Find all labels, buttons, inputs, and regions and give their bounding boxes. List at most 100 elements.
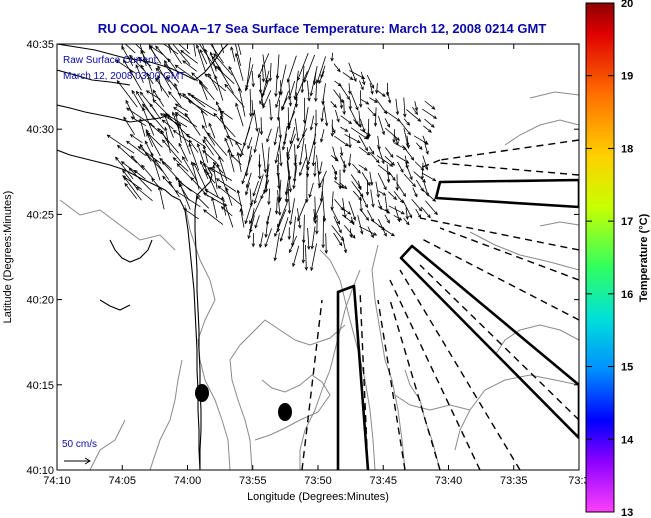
current-vector [304, 244, 309, 271]
current-vector [167, 44, 182, 65]
current-vector [366, 129, 370, 140]
current-vector [140, 50, 153, 71]
current-vector [422, 108, 438, 119]
current-vector [193, 44, 197, 57]
current-vector [129, 69, 142, 91]
figure-title: RU COOL NOAA−17 Sea Surface Temperature:… [98, 21, 547, 36]
x-tick-label: 73:35 [500, 475, 528, 487]
current-vector [239, 208, 245, 228]
current-vector [320, 107, 324, 123]
current-vector [350, 216, 355, 226]
current-vector [359, 208, 370, 221]
current-vector [384, 196, 389, 213]
current-vector [294, 118, 300, 143]
current-vector [249, 88, 253, 118]
current-vector [411, 198, 423, 212]
current-vector [384, 147, 394, 159]
current-vector [348, 133, 352, 149]
current-vector [311, 146, 316, 167]
current-vector [237, 87, 246, 117]
current-vector [313, 209, 317, 225]
current-vector [221, 196, 227, 216]
current-vector [289, 126, 296, 145]
current-vector [142, 107, 155, 136]
current-vector [369, 97, 378, 103]
current-vector [306, 133, 317, 166]
current-vector [287, 110, 296, 128]
current-vector [210, 44, 224, 64]
current-vector [370, 189, 375, 208]
current-vector [252, 180, 259, 197]
current-vector [183, 208, 200, 220]
current-vector [162, 175, 174, 189]
current-vector [185, 133, 206, 147]
current-vector [287, 99, 298, 131]
current-vector [170, 44, 191, 65]
current-vector [321, 215, 325, 249]
current-vector [247, 208, 255, 240]
current-vector [369, 151, 380, 164]
current-vector [160, 44, 179, 55]
current-vector [309, 65, 318, 97]
current-vector [294, 71, 308, 101]
current-vector [333, 232, 343, 247]
current-vector [375, 181, 380, 198]
current-vector [142, 103, 165, 130]
current-vector [155, 45, 170, 63]
current-vector [376, 89, 386, 97]
current-vector [358, 90, 363, 108]
current-vector [200, 109, 207, 128]
current-vector [378, 225, 395, 237]
current-vector [115, 156, 134, 179]
current-vector [358, 180, 362, 191]
current-vector [241, 154, 253, 185]
current-vector [204, 73, 227, 92]
current-vector [122, 169, 138, 190]
current-vector [349, 108, 359, 126]
current-vector [377, 218, 387, 237]
current-vector [324, 233, 328, 255]
current-vector [251, 70, 255, 88]
current-vector [211, 55, 223, 73]
current-vector [421, 172, 437, 182]
current-vector [202, 149, 218, 164]
current-vector [331, 125, 336, 134]
current-vector [334, 198, 345, 211]
current-vector [152, 89, 165, 107]
current-vector [278, 64, 287, 96]
current-vector [273, 126, 279, 146]
current-vector [412, 187, 418, 198]
current-vector [135, 64, 144, 84]
current-vector [330, 191, 334, 211]
current-vector [424, 118, 435, 128]
current-vector [220, 110, 233, 120]
current-vector [167, 58, 180, 75]
current-vector [262, 90, 272, 109]
current-vector [220, 115, 234, 147]
current-vector [236, 151, 242, 173]
current-vector [148, 122, 162, 135]
current-vector [339, 182, 348, 190]
current-vector [168, 90, 182, 108]
current-vector [318, 71, 325, 85]
current-vector [208, 72, 218, 91]
current-vector [259, 79, 270, 105]
current-vector [264, 169, 269, 193]
current-vector [207, 132, 228, 156]
current-vector [279, 144, 283, 167]
current-vector [339, 84, 350, 101]
current-vector [130, 155, 145, 171]
current-vector [369, 171, 374, 186]
current-vector [347, 153, 352, 167]
current-vector [296, 128, 308, 150]
current-vector [403, 97, 407, 118]
current-vector [269, 99, 273, 121]
current-vector [333, 216, 342, 234]
current-vector [314, 79, 318, 103]
colorbar-gradient [585, 2, 615, 513]
current-vector [350, 92, 359, 111]
current-vector [213, 53, 233, 76]
x-tick-label: 73:45 [369, 475, 397, 487]
current-vector [225, 135, 242, 146]
